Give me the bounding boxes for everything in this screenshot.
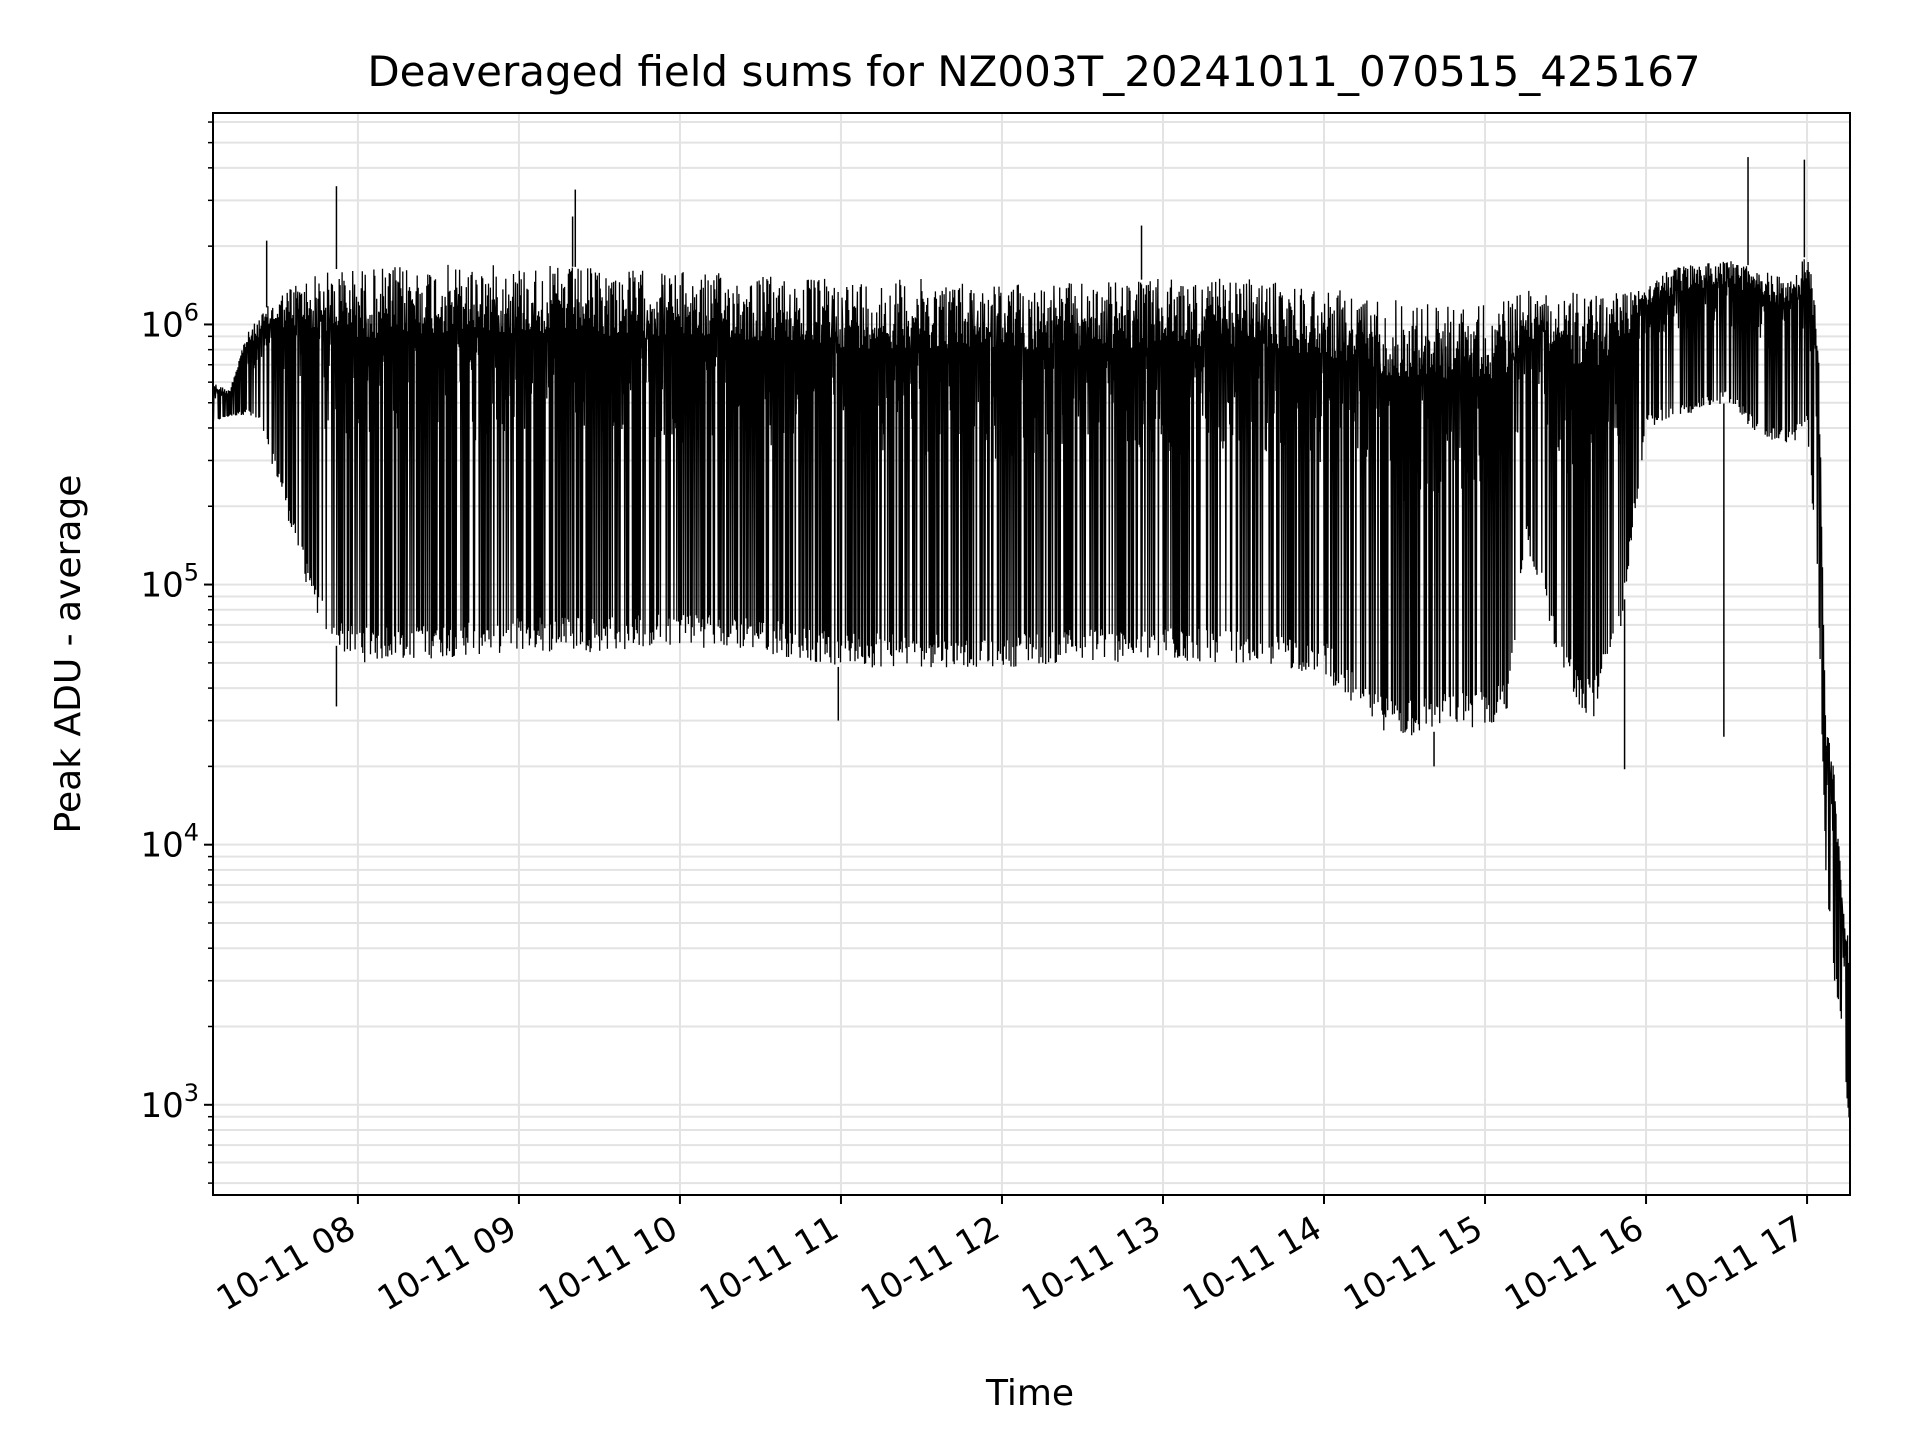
- y-tick-label: 106: [140, 298, 199, 345]
- data-series: [212, 157, 1851, 1142]
- y-tick-label: 105: [140, 559, 199, 606]
- chart-title: Deaveraged field sums for NZ003T_2024101…: [367, 47, 1700, 96]
- y-tick-label: 104: [140, 819, 199, 866]
- y-tick-label: 103: [140, 1079, 199, 1126]
- y-tick-exponent: 6: [184, 298, 199, 326]
- data-trace: [212, 259, 1851, 1142]
- y-axis-label: Peak ADU - average: [48, 475, 89, 834]
- y-tick-base: 10: [140, 1086, 183, 1126]
- y-tick-base: 10: [140, 566, 183, 606]
- y-tick-base: 10: [140, 305, 183, 345]
- x-axis-label: Time: [985, 1373, 1074, 1414]
- y-tick-exponent: 5: [184, 559, 199, 587]
- y-tick-exponent: 3: [184, 1079, 199, 1107]
- y-tick-base: 10: [140, 826, 183, 866]
- y-tick-exponent: 4: [184, 819, 199, 847]
- plot-frame: [212, 112, 1851, 1196]
